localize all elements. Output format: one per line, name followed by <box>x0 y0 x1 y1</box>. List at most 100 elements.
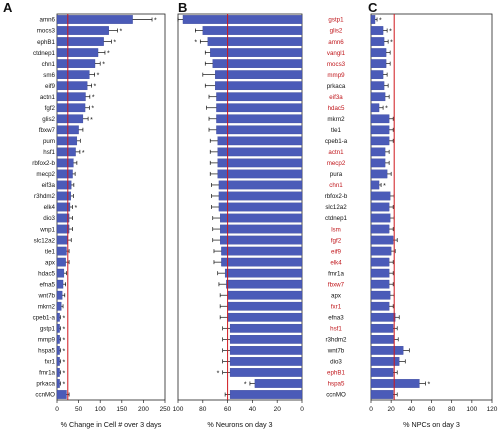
panel-a-bar <box>56 257 66 267</box>
panel-b-bar <box>182 15 303 24</box>
panel-b-category-label: ccnMO <box>326 392 346 399</box>
panel-b-category-label: hspa5 <box>328 381 345 388</box>
panel-a-category-label: eif9 <box>45 83 56 90</box>
panel-a-category-label: ctdnep1 <box>33 50 56 57</box>
panel-b-bar <box>216 92 303 102</box>
panel-b-tick-label: 60 <box>224 406 232 413</box>
panel-c-bar <box>370 268 390 278</box>
panel-c-bar <box>370 202 390 212</box>
panel-c-significance-star: * <box>383 183 386 190</box>
panel-c-bar <box>370 180 380 190</box>
panel-b-bar <box>207 37 303 46</box>
panel-c-bar <box>370 357 400 366</box>
panel-b-tick-label: 20 <box>274 406 282 413</box>
panel-b-category-label: actn1 <box>328 149 344 156</box>
panel-c-bar <box>370 70 384 79</box>
panel-b-category-label: mecp2 <box>327 160 346 167</box>
panel-c-significance-star: * <box>385 106 388 113</box>
panel-b-category-label: rbfox2-b <box>325 193 348 200</box>
panel-b-tick-label: 100 <box>173 406 184 413</box>
panel-a-bar <box>56 290 63 300</box>
panel-b-bar <box>220 235 303 245</box>
panel-c-bar <box>370 346 404 355</box>
panel-c-bar <box>370 37 385 46</box>
panel-c-tick-label: 100 <box>466 406 477 413</box>
panel-c-bar <box>370 246 392 256</box>
panel-c-tick-label: 20 <box>388 406 396 413</box>
panel-a-letter: A <box>3 0 13 15</box>
panel-a-tick-label: 0 <box>55 406 59 413</box>
panel-a-bar <box>56 235 68 245</box>
panel-c-bar <box>370 169 388 179</box>
panel-b-category-label: fgf2 <box>331 237 342 244</box>
panel-b-bar <box>215 81 303 91</box>
panel-c-tick-label: 40 <box>408 406 416 413</box>
panel-b-category-label: mocs3 <box>327 61 346 68</box>
panel-b-letter: B <box>178 0 187 15</box>
panel-b-bar <box>218 180 303 190</box>
panel-b-bar <box>216 125 303 135</box>
panel-a-bar <box>56 357 60 366</box>
panel-a-bar <box>56 37 104 46</box>
panel-b-bar <box>220 224 303 234</box>
panel-c-bar <box>370 92 386 102</box>
panel-a-bar <box>56 268 65 278</box>
panel-a-category-label: mkrn2 <box>38 303 56 310</box>
panel-a-bar <box>56 279 64 289</box>
panel-a-category-label: slc12a2 <box>34 237 56 244</box>
panel-a-category-label: gstp1 <box>40 326 56 333</box>
panel-a-significance-star: * <box>62 381 65 388</box>
panel-a-category-label: chn1 <box>42 61 56 68</box>
panel-a-bar <box>56 92 86 102</box>
panel-a-category-label: ephB1 <box>37 39 55 46</box>
panel-b-bar <box>220 213 303 223</box>
panel-c-bar <box>370 136 390 146</box>
panel-c-bar <box>370 81 385 91</box>
panel-b-tick-label: 40 <box>249 406 257 413</box>
panel-a-significance-star: * <box>102 62 105 69</box>
panel-c-bar <box>370 323 394 333</box>
panel-a-significance-star: * <box>119 29 122 36</box>
panel-a-bar <box>56 169 73 179</box>
panel-c-bar <box>370 125 390 135</box>
panel-c-bar <box>370 158 386 168</box>
panel-b-category-label: fbxw7 <box>328 281 345 288</box>
panel-b-category-label: elk4 <box>330 259 342 266</box>
panel-a-bar <box>56 213 70 223</box>
panel-a-bar <box>56 368 60 377</box>
panel-b-category-label: amn6 <box>328 39 344 46</box>
panel-a-bar <box>56 81 88 91</box>
panel-a-category-label: hdac5 <box>38 270 55 277</box>
panel-a-bar <box>56 224 70 234</box>
panel-c-bar <box>370 224 390 234</box>
panel-a-bar <box>56 103 86 113</box>
panel-b-significance-star: * <box>194 40 197 47</box>
panel-a-significance-star: * <box>90 117 93 124</box>
panel-a-significance-star: * <box>62 315 65 322</box>
panel-b-bar <box>218 191 303 201</box>
panel-a-category-label: mmp9 <box>38 337 56 344</box>
panel-a-category-label: hspa5 <box>38 348 55 355</box>
panel-a-category-label: mocs3 <box>37 28 56 35</box>
panel-a-tick-label: 50 <box>75 406 83 413</box>
panel-c-bar <box>370 191 391 201</box>
panel-a-bar <box>56 59 96 68</box>
panel-a-category-label: wnp1 <box>39 226 55 233</box>
panel-b-bar <box>229 323 303 333</box>
panel-c-significance-star: * <box>390 40 393 47</box>
panel-b-bar <box>226 279 303 289</box>
panel-b-bar <box>221 257 303 267</box>
panel-b-bar <box>227 290 303 300</box>
panel-a-category-label: ccnMO <box>35 392 55 399</box>
panel-a-bar <box>56 335 60 344</box>
panel-b-bar <box>227 312 303 322</box>
panel-b-category-label: chn1 <box>329 182 343 189</box>
panel-a-category-label: wnt7b <box>37 292 55 299</box>
panel-b-bar <box>217 147 303 157</box>
panel-b-bar <box>224 268 303 278</box>
panel-b-category-label: tle1 <box>331 127 342 134</box>
panel-b-bar <box>202 26 303 35</box>
panel-c-bar <box>370 390 394 399</box>
panel-b-bar <box>229 335 303 344</box>
panel-b-category-label: apx <box>331 292 342 299</box>
